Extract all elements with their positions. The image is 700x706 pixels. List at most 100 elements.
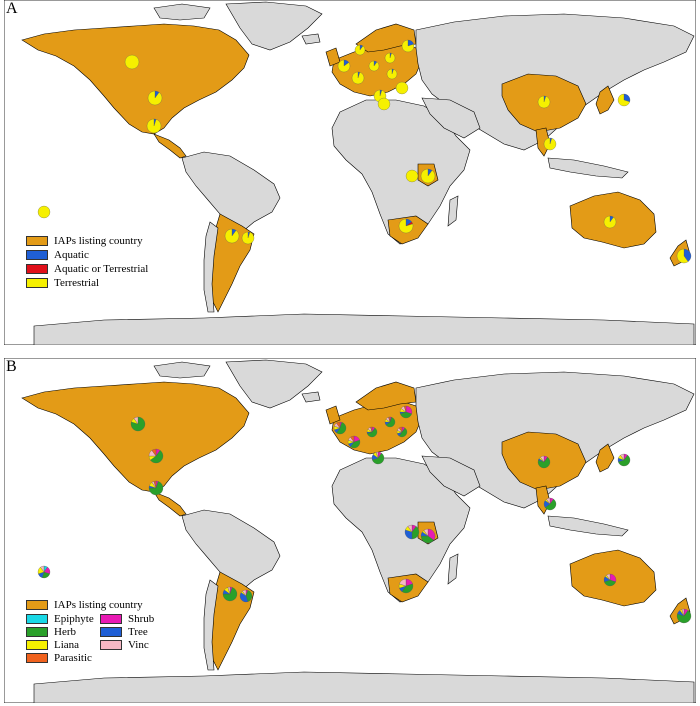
land-uk xyxy=(325,405,341,425)
pie-a-legend-pie xyxy=(37,205,51,219)
pie-slice xyxy=(37,205,51,219)
pie-b-thailand xyxy=(543,497,557,511)
pie-slice xyxy=(403,405,407,413)
pie-a-thailand xyxy=(543,137,557,151)
pie-slice xyxy=(147,90,163,106)
pie-a-new-zealand xyxy=(676,248,692,264)
pie-a-brazil xyxy=(241,231,255,245)
pie-slice xyxy=(377,97,391,111)
pie-b-france xyxy=(347,435,361,449)
legend-item-tree: Tree xyxy=(100,625,174,638)
land-greenland xyxy=(225,1,323,51)
pie-b-brazil xyxy=(239,589,253,603)
pie-b-argentina xyxy=(222,586,238,602)
legend-item-listing-country: IAPs listing country xyxy=(26,234,148,248)
pie-a-uganda xyxy=(405,169,419,183)
pie-slice xyxy=(354,44,366,56)
pie-slice xyxy=(423,528,429,537)
land-central-america xyxy=(153,133,187,159)
world-map-a xyxy=(4,0,696,345)
pie-a-hungary xyxy=(386,68,398,80)
land-south-america-north xyxy=(181,151,281,233)
pie-slice xyxy=(337,59,351,73)
land-iceland xyxy=(301,33,321,45)
land-north-america xyxy=(21,381,250,493)
pie-slice xyxy=(146,118,162,134)
legend-item-aquatic-or-terrestrial: Aquatic or Terrestrial xyxy=(26,262,148,276)
pie-slice xyxy=(537,95,551,109)
pie-b-kenya xyxy=(420,528,436,544)
pie-slice xyxy=(375,451,379,459)
pie-a-france xyxy=(351,71,365,85)
land-canadian-islands xyxy=(153,361,211,379)
legend-swatch xyxy=(26,626,48,637)
pie-slice xyxy=(150,450,164,464)
pie-b-legend-pie xyxy=(37,565,51,579)
pie-a-australia xyxy=(603,215,617,229)
pie-a-canada xyxy=(124,54,140,70)
legend-swatch xyxy=(100,613,122,624)
pie-a-ireland xyxy=(337,59,351,73)
legend-swatch xyxy=(100,639,122,650)
pie-a-morocco-region xyxy=(377,97,391,111)
legend-swatch xyxy=(26,613,48,624)
legend-label: IAPs listing country xyxy=(54,235,143,247)
pie-slice xyxy=(395,81,409,95)
pie-slice xyxy=(336,422,347,435)
pie-slice xyxy=(386,68,398,80)
pie-b-australia xyxy=(603,573,617,587)
legend-label: Vinc xyxy=(128,638,149,651)
pie-slice xyxy=(681,608,685,617)
legend-item-terrestrial: Terrestrial xyxy=(26,276,148,290)
pie-a-usa xyxy=(147,90,163,106)
pie-b-new-zealand xyxy=(676,608,692,624)
legend-label: Parasitic xyxy=(54,651,92,664)
land-japan xyxy=(595,443,615,473)
legend-label: IAPs listing country xyxy=(54,599,143,611)
pie-b-mexico xyxy=(148,480,164,496)
legend-item-parasitic: Parasitic xyxy=(26,651,100,664)
legend-item-herb: Herb xyxy=(26,625,100,638)
pie-b-south-africa xyxy=(398,578,414,594)
panel-b: B IAPs listing country Epiphyte Shrub He… xyxy=(4,358,696,703)
legend-label: Shrub xyxy=(128,612,155,625)
pie-slice xyxy=(543,137,557,151)
land-japan xyxy=(595,85,615,115)
legend-item-epiphyte: Epiphyte xyxy=(26,612,100,625)
legend-b: IAPs listing country Epiphyte Shrub Herb… xyxy=(26,598,174,664)
pie-slice xyxy=(351,71,365,85)
pie-slice xyxy=(398,426,403,433)
pie-slice xyxy=(148,481,164,496)
legend-label: Epiphyte xyxy=(54,612,94,625)
pie-slice xyxy=(603,215,617,229)
pie-a-kenya xyxy=(420,168,436,184)
pie-a-poland xyxy=(384,52,396,64)
legend-item-vinc: Vinc xyxy=(100,638,174,651)
pie-slice xyxy=(407,524,413,533)
pie-a-norway xyxy=(354,44,366,56)
pie-b-italy xyxy=(371,451,385,465)
pie-b-russia-europe xyxy=(396,426,408,438)
pie-slice xyxy=(385,417,396,428)
pie-slice xyxy=(40,565,45,573)
pie-slice xyxy=(368,60,380,72)
pie-a-argentina xyxy=(224,228,240,244)
land-madagascar xyxy=(447,553,459,585)
land-antarctica xyxy=(33,671,695,703)
legend-swatch xyxy=(26,264,48,274)
pie-slice xyxy=(676,248,689,264)
legend-label: Herb xyxy=(54,625,76,638)
pie-slice xyxy=(676,610,692,624)
panel-a-letter: A xyxy=(6,0,18,17)
pie-slice xyxy=(388,416,391,423)
legend-swatch xyxy=(26,250,48,260)
pie-slice xyxy=(617,93,630,107)
land-south-america-north xyxy=(181,509,281,591)
pie-b-china xyxy=(537,455,551,469)
pie-slice xyxy=(124,54,140,70)
pie-slice xyxy=(618,454,631,467)
pie-slice xyxy=(133,416,139,425)
pie-b-poland xyxy=(384,416,396,428)
pie-slice xyxy=(398,218,414,234)
pie-slice xyxy=(151,448,157,457)
